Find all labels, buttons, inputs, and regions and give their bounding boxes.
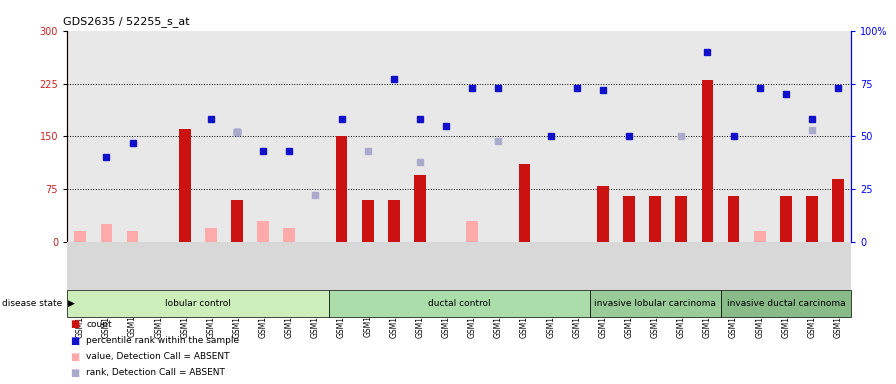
Bar — [728, 196, 739, 242]
Bar — [519, 224, 530, 242]
Text: rank, Detection Call = ABSENT: rank, Detection Call = ABSENT — [86, 368, 225, 377]
Text: ■: ■ — [70, 319, 79, 329]
Bar — [597, 185, 608, 242]
Text: invasive ductal carcinoma: invasive ductal carcinoma — [727, 299, 845, 308]
Bar — [624, 196, 635, 242]
Bar — [676, 196, 687, 242]
Text: lobular control: lobular control — [165, 299, 231, 308]
Bar — [67, 290, 329, 317]
Bar — [780, 196, 792, 242]
Bar — [388, 235, 400, 242]
Bar — [126, 231, 138, 242]
Bar — [414, 175, 426, 242]
Text: ■: ■ — [70, 336, 79, 346]
Bar — [806, 228, 818, 242]
Text: GDS2635 / 52255_s_at: GDS2635 / 52255_s_at — [64, 17, 190, 27]
Text: disease state  ▶: disease state ▶ — [2, 299, 74, 308]
Bar — [362, 200, 374, 242]
Bar — [329, 290, 590, 317]
Bar — [74, 231, 86, 242]
Text: percentile rank within the sample: percentile rank within the sample — [86, 336, 239, 345]
Text: value, Detection Call = ABSENT: value, Detection Call = ABSENT — [86, 352, 229, 361]
Bar — [205, 228, 217, 242]
Text: invasive lobular carcinoma: invasive lobular carcinoma — [594, 299, 716, 308]
Bar — [388, 200, 400, 242]
Bar — [650, 196, 661, 242]
Bar — [720, 290, 851, 317]
Bar — [283, 228, 295, 242]
Bar — [179, 129, 191, 242]
Text: ■: ■ — [70, 368, 79, 378]
Text: ■: ■ — [70, 352, 79, 362]
Bar — [754, 231, 765, 242]
Bar — [590, 290, 720, 317]
Bar — [702, 80, 713, 242]
Bar — [257, 221, 269, 242]
Bar — [467, 221, 478, 242]
Bar — [806, 196, 818, 242]
Bar — [832, 179, 844, 242]
Bar — [336, 136, 348, 242]
Bar — [231, 200, 243, 242]
Text: ductal control: ductal control — [428, 299, 490, 308]
Bar — [100, 224, 112, 242]
Text: count: count — [86, 320, 112, 329]
Bar — [519, 164, 530, 242]
